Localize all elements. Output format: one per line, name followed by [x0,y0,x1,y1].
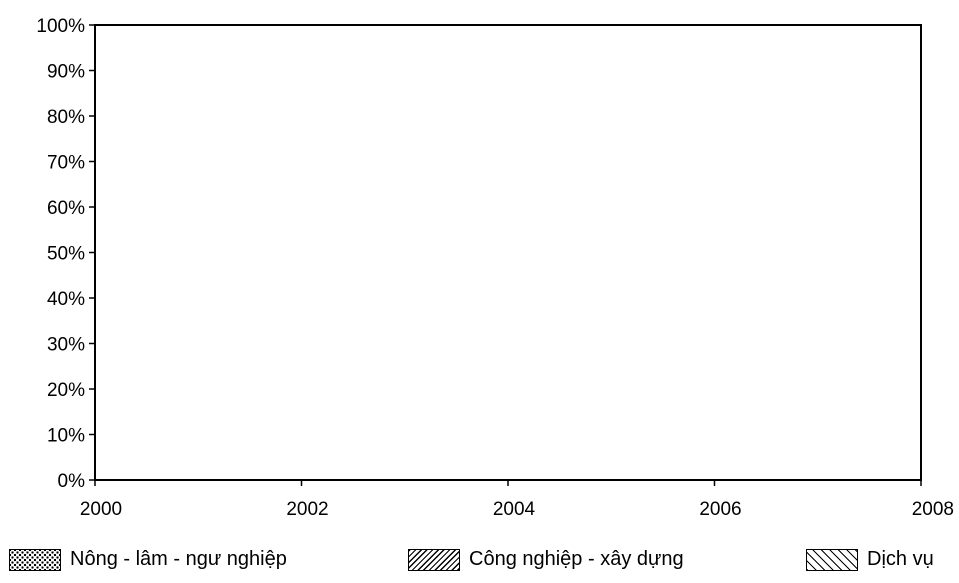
legend-label-industry: Công nghiệp - xây dựng [469,548,684,570]
plot-border [94,24,922,481]
x-tick-label: 2000 [80,499,122,520]
legend-swatch-dots [9,548,61,571]
x-axis: 2000 2002 2004 2006 2008 [80,480,954,520]
y-tick-label: 100% [36,16,85,37]
x-tick-label: 2006 [699,499,741,520]
legend-label-services: Dịch vụ [867,548,934,570]
legend-label-agriculture: Nông - lâm - ngư nghiệp [70,548,287,570]
legend-item-agriculture: Nông - lâm - ngư nghiệp [9,548,287,571]
plot-frame [94,24,922,481]
legend-swatch-sparse-diagonal [806,548,858,571]
y-tick-label: 30% [47,335,85,356]
y-tick-label: 70% [47,153,85,174]
y-tick-label: 80% [47,107,85,128]
y-tick-label: 10% [47,426,85,447]
chart-area: 0%10%20%30%40%50%60%70%80%90%100% 2000 20… [36,16,954,520]
x-tick-label: 2004 [493,499,536,520]
legend-item-industry: Công nghiệp - xây dựng [408,548,684,571]
y-tick-label: 90% [47,62,85,83]
y-tick-label: 20% [47,380,85,401]
y-tick-label: 60% [47,198,85,219]
x-tick-label: 2002 [286,499,328,520]
x-tick-label: 2008 [912,499,954,520]
y-axis: 0% 10% 20% 30% 40% 50% 60% 70% 80% 90% 100% [36,16,95,492]
legend: Nông - lâm - ngư nghiệp Công nghiệp - xâ… [0,548,959,582]
legend-item-services: Dịch vụ [806,548,934,571]
legend-swatch-diagonal [408,548,460,571]
y-tick-label: 0% [58,471,86,492]
y-tick-label: 40% [47,289,85,310]
y-tick-label: 50% [47,244,85,265]
